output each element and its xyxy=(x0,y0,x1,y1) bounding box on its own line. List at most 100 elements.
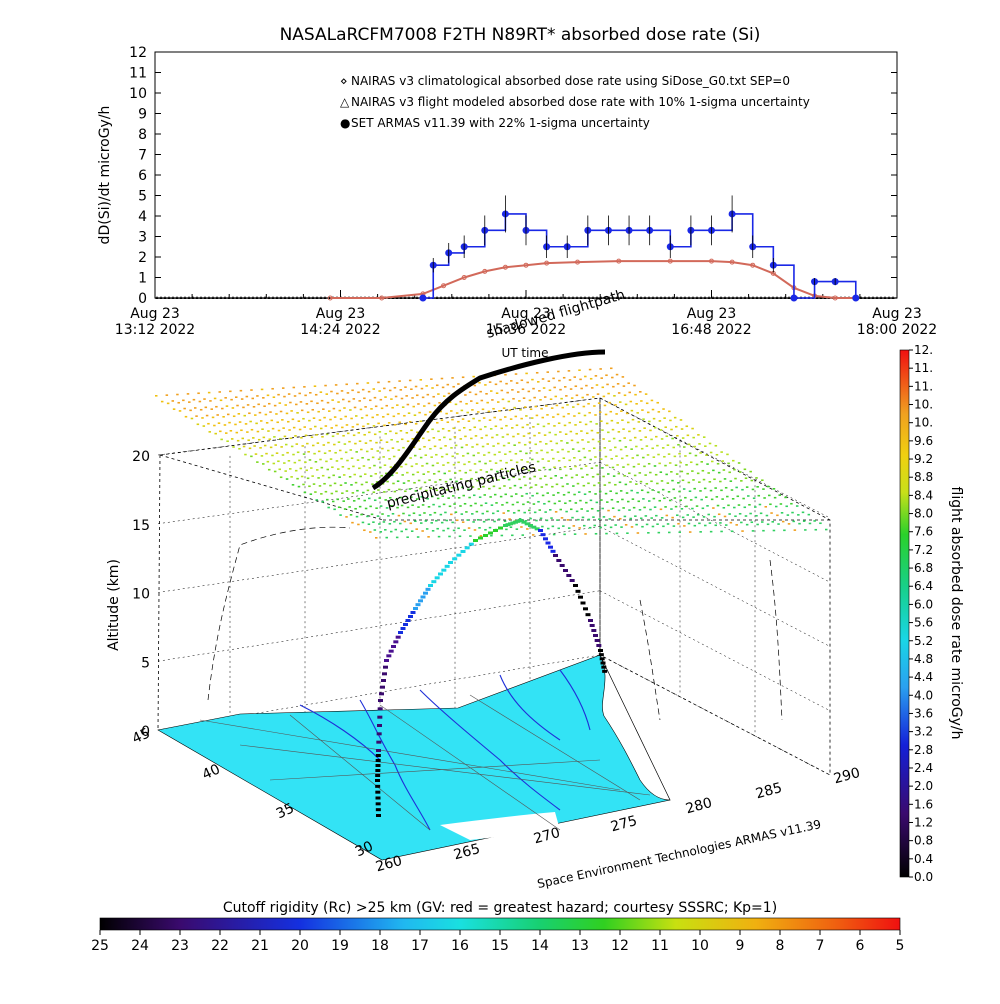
particle-dot xyxy=(752,497,756,500)
particle-dot xyxy=(338,449,342,452)
particle-dot xyxy=(405,498,408,501)
particle-dot xyxy=(721,460,725,462)
particle-dot xyxy=(281,419,284,421)
particle-dot xyxy=(401,474,404,476)
particle-dot xyxy=(333,443,336,446)
particle-dot xyxy=(495,502,498,504)
particle-dot xyxy=(495,434,499,436)
particle-dot xyxy=(664,426,667,429)
particle-dot xyxy=(618,401,622,403)
y-tick-label: 2 xyxy=(138,250,147,266)
particle-dot xyxy=(299,467,303,470)
particle-dose-surface xyxy=(155,367,828,539)
particle-dot xyxy=(685,425,689,428)
particle-dot xyxy=(315,499,319,501)
particle-dot xyxy=(433,445,437,448)
particle-dot xyxy=(744,515,748,517)
particle-dot xyxy=(513,444,516,446)
particle-dot xyxy=(219,399,223,402)
particle-dot xyxy=(295,403,298,406)
particle-dot xyxy=(468,429,472,431)
particle-dot xyxy=(343,443,347,445)
particle-dot xyxy=(530,417,534,419)
particle-dot xyxy=(650,480,653,483)
particle-dot xyxy=(390,398,393,400)
flight-path-point xyxy=(598,653,604,657)
particle-dot xyxy=(278,468,281,471)
particle-dot xyxy=(692,516,695,518)
particle-dot xyxy=(567,527,571,529)
particle-dot xyxy=(683,525,686,527)
particle-dot xyxy=(461,376,465,379)
flight-path-point xyxy=(545,541,551,545)
particle-dot xyxy=(678,490,681,493)
particle-dot xyxy=(595,384,599,386)
particle-dot xyxy=(724,524,728,526)
particle-dot xyxy=(728,513,731,515)
particle-dot xyxy=(448,535,451,538)
particle-dot xyxy=(509,459,513,462)
particle-dot xyxy=(314,393,318,396)
particle-dot xyxy=(387,422,391,424)
particle-dot xyxy=(213,424,216,427)
series-nairas-clim-point xyxy=(327,295,333,301)
particle-dot xyxy=(580,430,583,432)
particle-dot xyxy=(287,460,291,462)
dose-colorbar-tick-label: 6.8 xyxy=(914,561,933,575)
particle-dot xyxy=(603,404,607,407)
particle-dot xyxy=(667,453,671,455)
series-nairas-flight-point xyxy=(463,296,467,299)
particle-dot xyxy=(701,507,705,510)
flight-path-point xyxy=(578,595,583,599)
particle-dot xyxy=(662,525,665,528)
particle-dot xyxy=(263,405,266,408)
particle-dot xyxy=(709,451,713,454)
particle-dot xyxy=(615,492,618,495)
flight-path-point xyxy=(559,564,565,567)
particle-dot xyxy=(294,469,298,472)
particle-dot xyxy=(526,501,530,503)
particle-dot xyxy=(639,480,643,483)
particle-dot xyxy=(756,486,759,488)
flight-path-point xyxy=(418,599,423,603)
particle-dot xyxy=(682,488,686,490)
particle-dot xyxy=(563,424,567,427)
particle-dot xyxy=(484,502,488,504)
particle-dot xyxy=(362,465,366,467)
particle-dot xyxy=(484,425,487,428)
particle-dot xyxy=(525,415,528,417)
particle-dot xyxy=(307,451,310,453)
particle-dot xyxy=(578,369,581,372)
particle-dot xyxy=(303,386,306,388)
dose-colorbar-tick-label: 4.4 xyxy=(914,670,933,684)
particle-dot xyxy=(541,416,545,419)
particle-dot xyxy=(327,506,330,509)
particle-dot xyxy=(465,444,468,446)
particle-dot xyxy=(516,391,520,393)
particle-dot xyxy=(414,520,417,523)
y-tick-label: 5 xyxy=(138,189,147,205)
particle-dot xyxy=(712,507,715,509)
particle-dot xyxy=(670,508,673,510)
particle-dot xyxy=(387,449,390,452)
particle-dot xyxy=(478,460,481,463)
particle-dot xyxy=(656,401,659,404)
longitude-tick-label: 270 xyxy=(532,825,562,847)
particle-dot xyxy=(195,415,198,417)
particle-dot xyxy=(424,454,428,456)
particle-dot xyxy=(267,402,271,405)
particle-dot xyxy=(487,451,491,454)
particle-dot xyxy=(632,506,636,509)
particle-dot xyxy=(375,507,378,510)
particle-dot xyxy=(474,435,478,437)
particle-dot xyxy=(668,499,672,502)
particle-dot xyxy=(688,452,692,455)
particle-dot xyxy=(248,412,251,415)
particle-dot xyxy=(545,443,548,445)
particle-dot xyxy=(409,420,412,423)
particle-dot xyxy=(586,393,589,396)
rigidity-colorbar-tick-label: 18 xyxy=(371,938,389,954)
particle-dot xyxy=(379,398,383,401)
particle-dot xyxy=(358,467,361,470)
series-nairas-flight-point xyxy=(583,296,587,299)
